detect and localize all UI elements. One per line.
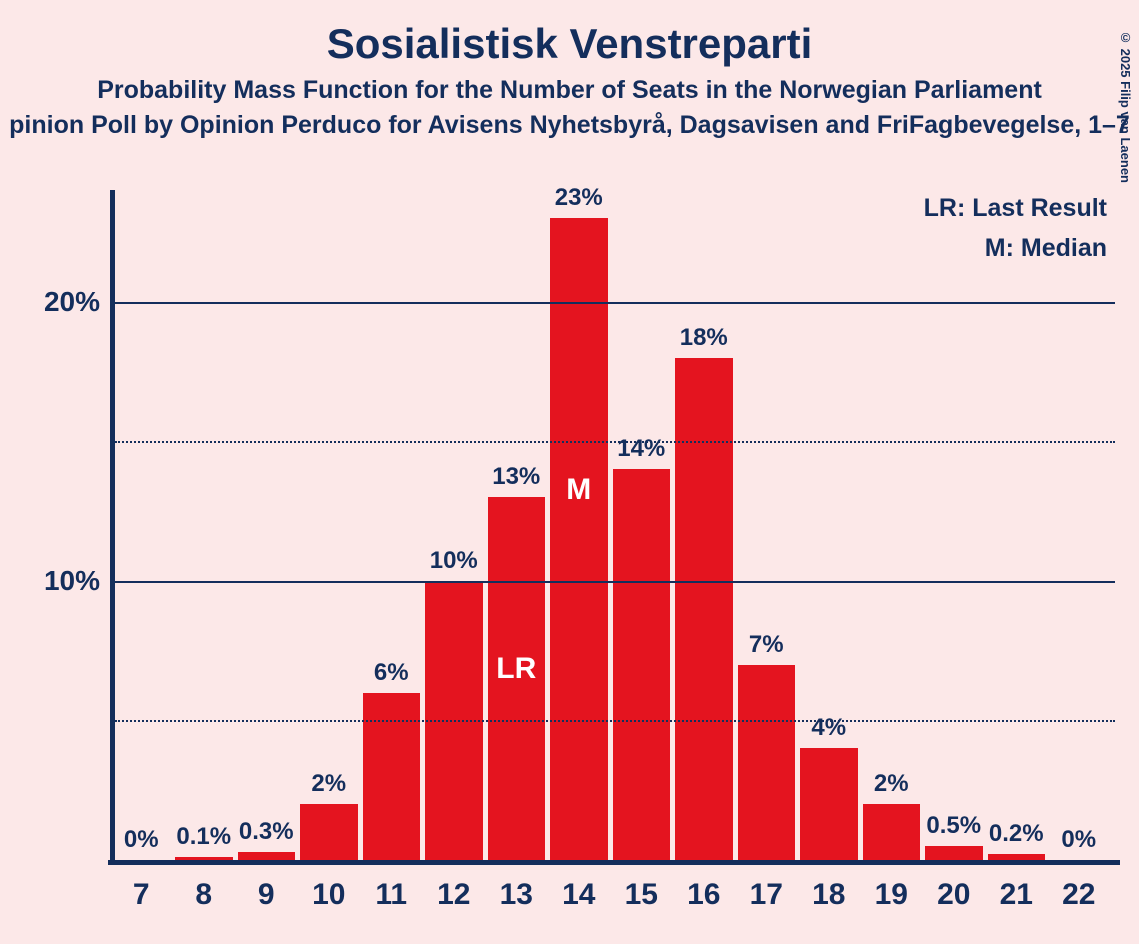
gridline-major <box>115 581 1115 583</box>
bar-annotation: LR <box>496 652 536 686</box>
x-tick-label: 15 <box>625 878 658 912</box>
bar <box>613 469 671 860</box>
copyright-label: © 2025 Filip van Laenen <box>1118 30 1133 183</box>
x-tick-label: 8 <box>195 878 212 912</box>
bar <box>238 852 296 860</box>
x-tick-label: 12 <box>437 878 470 912</box>
bar <box>175 857 233 860</box>
x-axis <box>108 860 1120 865</box>
bar-value-label: 4% <box>811 714 846 742</box>
x-tick-label: 16 <box>687 878 720 912</box>
x-tick-label: 10 <box>312 878 345 912</box>
chart-source: pinion Poll by Opinion Perduco for Avise… <box>0 111 1139 140</box>
x-tick-label: 20 <box>937 878 970 912</box>
x-tick-label: 7 <box>133 878 150 912</box>
x-tick-label: 13 <box>500 878 533 912</box>
x-tick-label: 14 <box>562 878 595 912</box>
bar-value-label: 7% <box>749 631 784 659</box>
bar <box>550 218 608 860</box>
gridline-major <box>115 302 1115 304</box>
plot-area: 0%0.1%0.3%2%6%10%13%23%14%18%7%4%2%0.5%0… <box>110 190 1110 860</box>
bar-value-label: 13% <box>492 463 540 491</box>
bar <box>925 846 983 860</box>
gridline-minor <box>115 441 1115 443</box>
chart-area: 0%0.1%0.3%2%6%10%13%23%14%18%7%4%2%0.5%0… <box>30 190 1120 930</box>
bar <box>675 358 733 861</box>
bar-value-label: 18% <box>680 324 728 352</box>
bar-value-label: 0.3% <box>239 818 294 846</box>
bar <box>863 804 921 860</box>
x-tick-label: 11 <box>375 878 407 912</box>
bar <box>800 748 858 860</box>
bar-value-label: 0% <box>1061 826 1096 854</box>
bar <box>300 804 358 860</box>
bar-value-label: 0.5% <box>926 812 981 840</box>
bar-value-label: 0.2% <box>989 820 1044 848</box>
bar-value-label: 14% <box>617 435 665 463</box>
x-tick-label: 21 <box>1000 878 1033 912</box>
bar <box>363 693 421 861</box>
bar-value-label: 0.1% <box>176 823 231 851</box>
bar-value-label: 2% <box>311 770 346 798</box>
chart-subtitle: Probability Mass Function for the Number… <box>0 76 1139 105</box>
bar-value-label: 23% <box>555 184 603 212</box>
bar <box>738 665 796 860</box>
bar-value-label: 6% <box>374 659 409 687</box>
bar-annotation: M <box>566 473 591 507</box>
bar-value-label: 10% <box>430 547 478 575</box>
y-tick-label: 10% <box>30 565 100 597</box>
x-tick-label: 19 <box>875 878 908 912</box>
x-tick-label: 22 <box>1062 878 1095 912</box>
bar <box>988 854 1046 860</box>
chart-title: Sosialistisk Venstreparti <box>0 20 1139 68</box>
x-tick-label: 18 <box>812 878 845 912</box>
x-tick-label: 17 <box>750 878 783 912</box>
bar-value-label: 2% <box>874 770 909 798</box>
gridline-minor <box>115 720 1115 722</box>
x-tick-label: 9 <box>258 878 275 912</box>
bar-value-label: 0% <box>124 826 159 854</box>
y-tick-label: 20% <box>30 286 100 318</box>
